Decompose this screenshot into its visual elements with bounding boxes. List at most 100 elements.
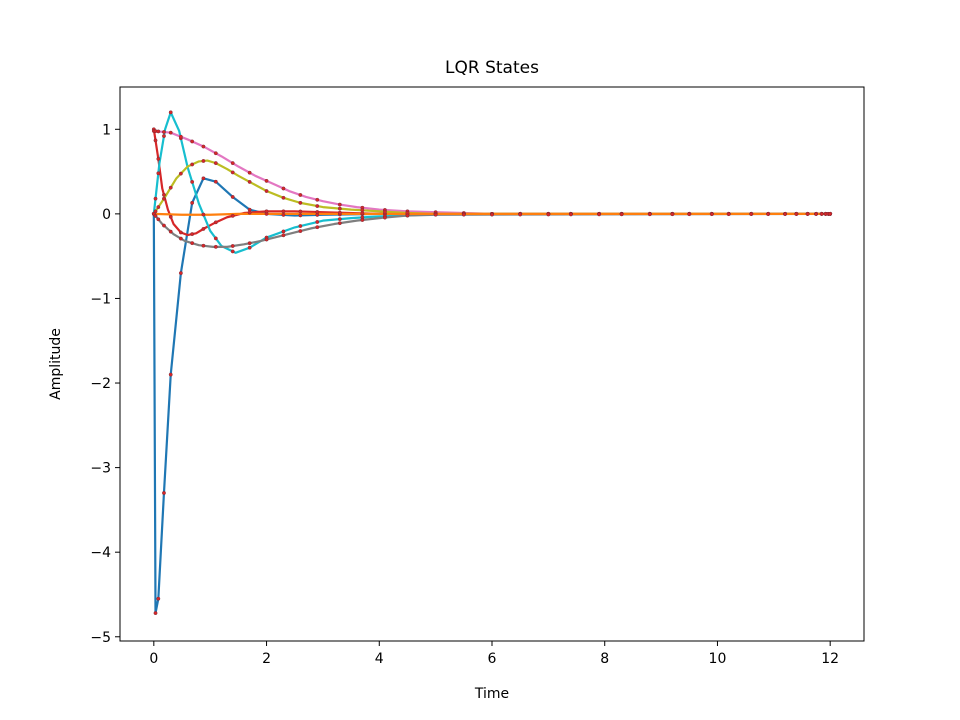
- data-point-2-3: [156, 156, 161, 161]
- data-point-2-8: [201, 227, 206, 231]
- x-tick-label: 12: [821, 651, 839, 667]
- data-point-2-11: [247, 210, 252, 215]
- data-point-6-14: [298, 229, 303, 233]
- data-point-6-32: [726, 212, 731, 216]
- data-point-3-10: [230, 249, 235, 254]
- data-point-5-10: [230, 170, 235, 175]
- data-point-1-10: [230, 195, 235, 199]
- data-point-6-19: [405, 213, 410, 218]
- y-tick-label: −4: [90, 545, 111, 561]
- data-point-6-24: [546, 212, 551, 217]
- data-point-4-14: [298, 193, 303, 197]
- y-tick-label: −2: [90, 376, 111, 392]
- data-point-1-14: [298, 213, 303, 218]
- data-point-1-9: [213, 179, 218, 184]
- data-point-6-33: [749, 212, 754, 216]
- data-point-6-27: [619, 212, 624, 217]
- data-point-2-16: [337, 210, 342, 215]
- data-point-6-35: [783, 212, 787, 216]
- data-point-6-42: [828, 211, 833, 216]
- data-point-2-15: [315, 210, 320, 214]
- data-point-3-4: [162, 134, 166, 138]
- data-point-6-26: [597, 212, 601, 217]
- data-point-2-10: [230, 213, 235, 218]
- data-point-2-2: [153, 138, 158, 143]
- data-point-6-39: [819, 211, 824, 216]
- data-point-2-14: [298, 209, 303, 214]
- data-point-6-10: [230, 244, 235, 248]
- data-point-5-7: [190, 162, 195, 167]
- data-point-5-16: [337, 206, 342, 211]
- plot-area: [151, 110, 833, 615]
- y-axis-label: Amplitude: [48, 328, 64, 400]
- data-point-5-5: [168, 185, 173, 190]
- y-tick-label: −5: [90, 630, 111, 646]
- data-point-3-7: [190, 179, 195, 184]
- data-point-6-29: [670, 212, 675, 217]
- data-point-6-20: [433, 212, 438, 217]
- data-point-6-31: [709, 212, 714, 217]
- data-point-3-9: [213, 236, 218, 241]
- x-tick-label: 10: [709, 651, 727, 667]
- data-point-4-12: [264, 178, 269, 183]
- data-point-2-6: [178, 230, 183, 235]
- x-ticks: 0 2 4 6 8 10 12: [149, 641, 839, 667]
- x-tick-label: 0: [149, 651, 158, 667]
- x-tick-label: 2: [262, 651, 271, 667]
- data-point-6-5: [168, 229, 173, 234]
- x-axis-label: Time: [474, 686, 509, 702]
- data-point-5-15: [315, 204, 320, 208]
- data-point-5-4: [162, 196, 166, 201]
- data-point-3-3: [156, 171, 161, 176]
- data-point-3-14: [298, 224, 303, 228]
- data-point-3-5: [168, 110, 173, 115]
- data-point-6-38: [814, 211, 818, 216]
- data-point-3-16: [337, 217, 342, 222]
- y-tick-label: −3: [90, 461, 111, 477]
- data-point-3-2: [153, 196, 158, 201]
- data-point-4-4: [162, 130, 166, 134]
- data-point-5-17: [360, 208, 365, 213]
- data-point-4-9: [213, 151, 218, 156]
- y-tick-label: −1: [90, 291, 111, 307]
- data-point-6-11: [247, 241, 252, 246]
- x-tick-label: 4: [375, 651, 384, 667]
- data-point-1-2: [153, 611, 158, 615]
- data-point-6-28: [647, 212, 652, 217]
- data-point-5-14: [298, 200, 303, 205]
- data-point-6-8: [201, 243, 206, 248]
- x-tick-label: 6: [488, 651, 497, 667]
- data-point-4-13: [281, 186, 286, 191]
- data-point-6-36: [794, 212, 799, 216]
- data-point-5-12: [264, 189, 269, 193]
- data-point-4-5: [168, 130, 173, 135]
- data-point-5-6: [178, 171, 183, 176]
- y-tick-label: 0: [102, 207, 111, 223]
- data-point-3-15: [315, 220, 320, 224]
- data-point-4-3: [156, 129, 161, 134]
- data-point-2-12: [264, 209, 269, 214]
- data-point-1-6: [178, 271, 183, 275]
- y-tick-label: 1: [102, 122, 111, 138]
- data-point-6-34: [766, 212, 771, 216]
- data-point-4-6: [178, 134, 183, 139]
- data-point-1-7: [190, 200, 195, 205]
- data-point-2-5: [168, 214, 173, 219]
- data-point-1-8: [201, 176, 206, 181]
- data-point-6-18: [383, 215, 387, 220]
- data-point-1-5: [168, 372, 173, 377]
- data-point-4-10: [230, 161, 235, 166]
- data-point-2-4: [162, 192, 166, 197]
- data-point-2-7: [190, 232, 195, 237]
- data-point-1-13: [281, 212, 286, 217]
- data-point-4-15: [315, 197, 320, 202]
- y-ticks: 1 0 −1 −2 −3 −4 −5: [90, 122, 120, 646]
- data-point-6-17: [360, 218, 365, 222]
- data-point-1-3: [156, 596, 161, 601]
- data-point-6-15: [315, 225, 320, 230]
- data-point-3-8: [201, 212, 206, 217]
- data-point-5-18: [383, 209, 387, 214]
- chart-title: LQR States: [445, 58, 539, 78]
